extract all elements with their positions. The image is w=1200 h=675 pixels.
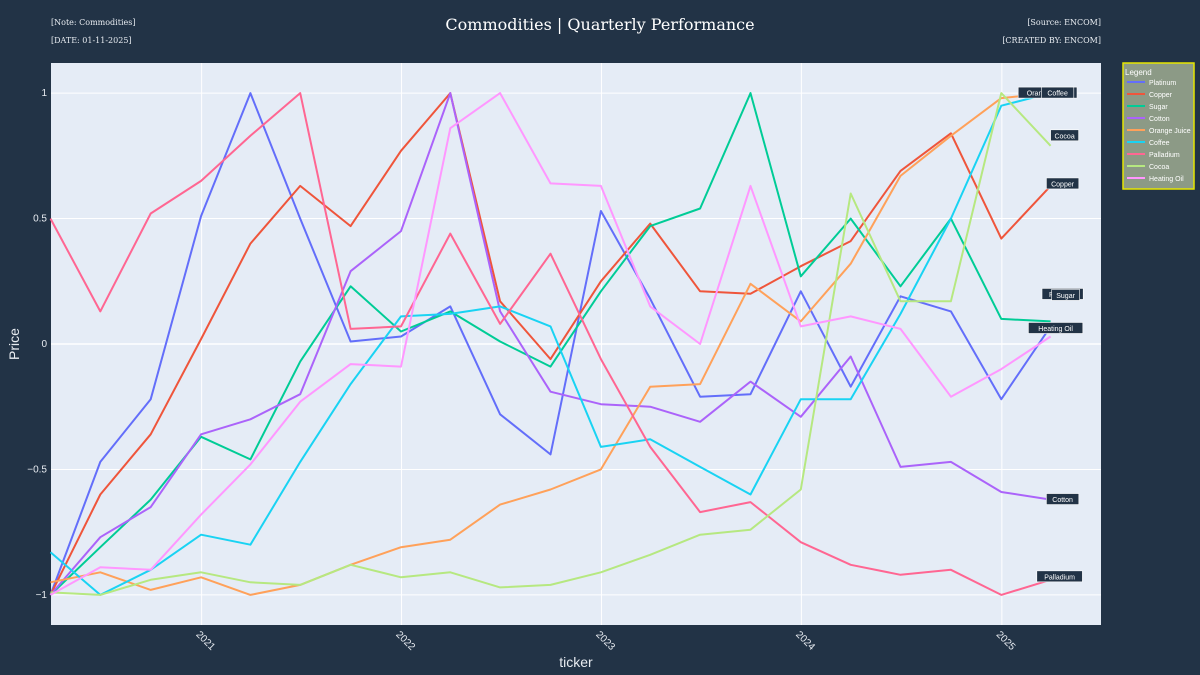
chart-title: Commodities | Quarterly Performance xyxy=(445,15,755,34)
x-axis-title: ticker xyxy=(559,654,593,670)
y-tick-label: −0.5 xyxy=(27,464,47,475)
end-label-text: Coffee xyxy=(1047,91,1068,98)
date-text: [DATE: 01-11-2025] xyxy=(51,36,132,45)
end-label-text: Heating Oil xyxy=(1038,326,1073,333)
legend-item-label: Coffee xyxy=(1149,140,1170,147)
legend-item-label: Sugar xyxy=(1149,104,1168,111)
end-label: Palladium xyxy=(1036,570,1083,583)
series-line-orange-juice xyxy=(50,92,1051,596)
series-line-copper xyxy=(49,92,1052,596)
series-line-platinum xyxy=(49,92,1052,596)
end-label: Heating Oil xyxy=(1028,322,1084,334)
y-tick-label: 0 xyxy=(41,339,47,350)
series-line-coffee xyxy=(49,92,1051,596)
end-label: Cotton xyxy=(1046,493,1080,505)
x-tick-label: 2023 xyxy=(593,629,617,653)
legend-item-label: Cotton xyxy=(1149,116,1170,123)
series-line-palladium xyxy=(49,92,1051,596)
x-tick-label: 2024 xyxy=(793,629,817,653)
end-label-text: Cotton xyxy=(1052,497,1073,504)
end-label-box xyxy=(1050,129,1079,142)
y-tick-label: 1 xyxy=(41,88,47,99)
y-tick-label: 0.5 xyxy=(33,214,47,225)
x-tick-label: 2022 xyxy=(393,629,417,653)
legend-box xyxy=(1122,62,1195,190)
series-line-cocoa xyxy=(50,92,1052,596)
legend-item-label: Cocoa xyxy=(1149,164,1169,171)
grid-lines xyxy=(51,63,1101,625)
end-label: Cocoa xyxy=(1050,129,1079,142)
end-labels: Orange JuiceCoffeeCocoaCopperPlatinumSug… xyxy=(1017,86,1084,583)
end-label-box xyxy=(1036,570,1083,583)
end-label-text: Cocoa xyxy=(1054,133,1074,140)
series-line-cotton xyxy=(49,92,1051,596)
end-label-text: Sugar xyxy=(1056,293,1075,300)
legend-item-label: Platinum xyxy=(1149,80,1176,87)
legend: Legend Platinum Copper Sugar Cotton Orange J… xyxy=(1122,62,1195,190)
source-text: [Source: ENCOM] xyxy=(1027,18,1101,27)
legend-title: Legend xyxy=(1125,68,1152,77)
end-label-text: Palladium xyxy=(1044,574,1075,581)
series-line-heating-oil xyxy=(50,92,1052,596)
end-label-box xyxy=(1046,493,1080,505)
legend-item-label: Palladium xyxy=(1149,152,1180,159)
end-label: Copper xyxy=(1046,177,1080,190)
end-label-box xyxy=(1041,86,1075,99)
legend-item-label: Heating Oil xyxy=(1149,176,1184,183)
y-axis-ticks: 1 0.5 0 −0.5 −1 xyxy=(27,88,47,601)
end-label-text: Copper xyxy=(1051,181,1075,188)
end-label-box xyxy=(1046,177,1080,190)
note-text: [Note: Commodities] xyxy=(51,18,136,27)
legend-items: Platinum Copper Sugar Cotton Orange Juice Cof… xyxy=(1127,80,1191,183)
legend-item-label: Orange Juice xyxy=(1149,128,1191,135)
x-tick-label: 2025 xyxy=(994,629,1018,653)
y-tick-label: −1 xyxy=(36,590,48,601)
end-label: Sugar xyxy=(1051,289,1080,301)
x-tick-label: 2021 xyxy=(194,629,218,653)
legend-item-label: Copper xyxy=(1149,92,1173,99)
y-axis-title: Price xyxy=(6,328,22,360)
x-axis-ticks: 2021 2022 2023 2024 2025 xyxy=(194,629,1018,653)
end-label-box xyxy=(1051,289,1080,301)
series-layer xyxy=(49,92,1052,596)
end-label: Coffee xyxy=(1041,86,1075,99)
created-by-text: [CREATED BY: ENCOM] xyxy=(1002,36,1101,45)
end-label-box xyxy=(1028,322,1084,334)
